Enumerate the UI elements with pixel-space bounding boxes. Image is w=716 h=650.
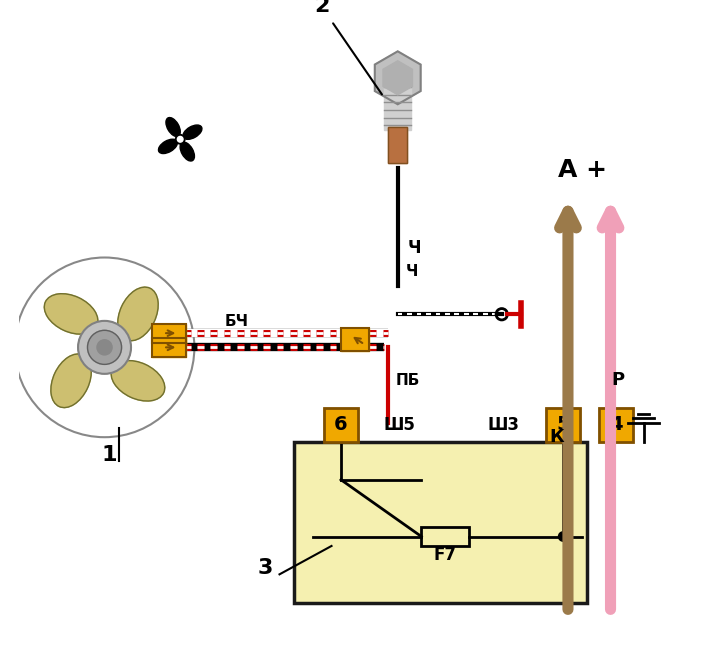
Ellipse shape xyxy=(51,354,92,408)
Polygon shape xyxy=(383,61,412,95)
Bar xyxy=(324,408,358,442)
Text: БЧ: БЧ xyxy=(225,313,249,329)
Bar xyxy=(422,527,469,546)
Bar xyxy=(388,127,407,163)
Text: Р: Р xyxy=(611,371,624,389)
Ellipse shape xyxy=(183,125,202,139)
Text: А +: А + xyxy=(558,158,606,182)
Circle shape xyxy=(175,135,185,144)
Ellipse shape xyxy=(166,118,180,136)
Ellipse shape xyxy=(111,361,165,401)
Text: Ш5: Ш5 xyxy=(384,416,415,434)
Text: 2: 2 xyxy=(314,0,330,16)
Bar xyxy=(546,408,580,442)
Bar xyxy=(599,408,633,442)
Ellipse shape xyxy=(44,294,98,334)
Text: Ч: Ч xyxy=(405,265,417,279)
Text: F7: F7 xyxy=(433,546,457,564)
Bar xyxy=(384,78,411,130)
Bar xyxy=(152,338,186,357)
Bar xyxy=(294,442,587,603)
Bar xyxy=(152,324,186,343)
Circle shape xyxy=(15,257,194,437)
Text: 5: 5 xyxy=(556,415,570,434)
Text: 1: 1 xyxy=(102,445,117,465)
Bar xyxy=(599,408,633,442)
Text: 3: 3 xyxy=(258,558,273,578)
Circle shape xyxy=(78,321,131,374)
Polygon shape xyxy=(374,51,421,104)
Bar xyxy=(341,328,369,351)
Circle shape xyxy=(87,330,122,365)
Text: Ш3: Ш3 xyxy=(488,416,520,434)
Text: 6: 6 xyxy=(334,415,348,434)
Text: 4: 4 xyxy=(609,415,623,434)
Circle shape xyxy=(97,340,112,355)
Text: К: К xyxy=(549,428,564,446)
Bar xyxy=(152,338,186,357)
Circle shape xyxy=(178,136,183,142)
Circle shape xyxy=(558,532,568,541)
Bar xyxy=(294,442,587,603)
Text: Ч: Ч xyxy=(407,239,421,257)
Bar xyxy=(341,328,369,351)
Bar xyxy=(546,408,580,442)
Ellipse shape xyxy=(180,142,195,161)
Text: ПБ: ПБ xyxy=(396,373,420,388)
Bar xyxy=(152,324,186,343)
Bar xyxy=(388,127,407,163)
Ellipse shape xyxy=(117,287,158,341)
Bar xyxy=(324,408,358,442)
Ellipse shape xyxy=(158,139,178,153)
